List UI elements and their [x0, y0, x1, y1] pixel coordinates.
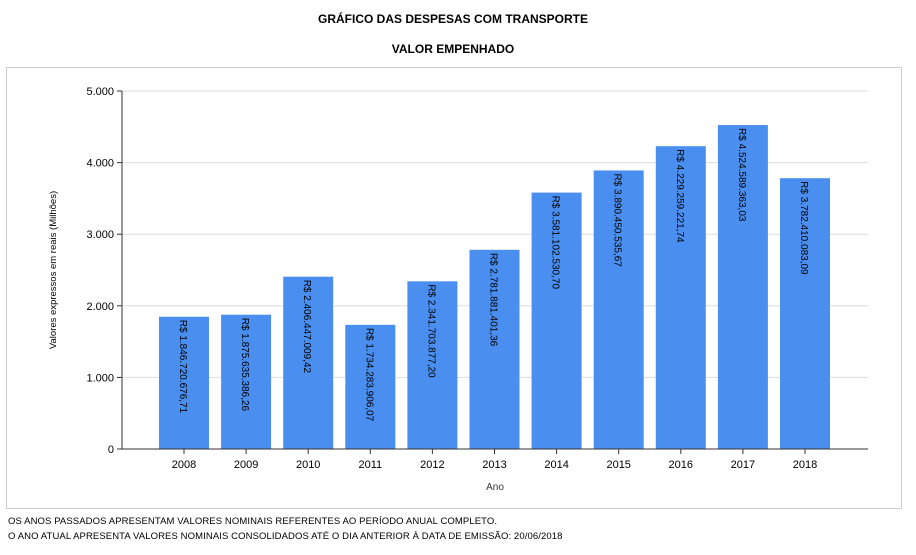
data-label: R$ 2.781.881.401,36 [488, 253, 499, 347]
y-tick-label: 4.000 [86, 158, 114, 170]
bar-2010 [283, 276, 334, 449]
data-label: R$ 4.524.589.363,03 [736, 128, 747, 222]
y-tick-label: 1.000 [86, 372, 114, 384]
data-label: R$ 1.875.635.386,26 [239, 318, 250, 412]
data-label: R$ 3.581.102.530,70 [550, 196, 561, 290]
bar-2015 [593, 170, 644, 449]
x-tick-label: 2011 [358, 459, 382, 471]
y-tick-label: 5.000 [86, 86, 114, 98]
bar-2013 [469, 249, 520, 449]
bar-2014 [531, 192, 582, 449]
chart-title: GRÁFICO DAS DESPESAS COM TRANSPORTE [317, 12, 589, 26]
x-tick-label: 2009 [234, 459, 258, 471]
footnote-period: OS ANOS PASSADOS APRESENTAM VALORES NOMI… [8, 516, 498, 527]
x-tick-label: 2017 [731, 459, 755, 471]
x-tick-label: 2013 [482, 459, 506, 471]
data-label: R$ 2.341.703.877,20 [425, 284, 436, 378]
x-tick-label: 2010 [296, 459, 320, 471]
data-label: R$ 3.782.410.083,09 [798, 181, 809, 275]
x-tick-label: 2014 [544, 459, 568, 471]
x-tick-label: 2012 [420, 459, 444, 471]
y-axis-label: Valores expressos em reais (Milhões) [48, 191, 59, 349]
bar-2018 [780, 178, 830, 449]
x-tick-label: 2018 [793, 459, 817, 471]
data-label: R$ 3.890.450.535,67 [612, 173, 623, 267]
data-label: R$ 4.229.259.221,74 [674, 149, 685, 243]
bar-2016 [655, 146, 706, 449]
bar-2009 [221, 314, 272, 449]
y-tick-label: 0 [108, 444, 114, 456]
x-tick-label: 2008 [172, 459, 196, 471]
footnote-emission-date: O ANO ATUAL APRESENTA VALORES NOMINAIS C… [8, 531, 563, 542]
data-label: R$ 1.734.283.906,07 [363, 328, 374, 422]
data-label: R$ 2.406.447.009,42 [301, 280, 312, 374]
chart-frame [6, 67, 902, 509]
y-tick-label: 2.000 [86, 301, 114, 313]
bar-2012 [407, 281, 458, 449]
data-label: R$ 1.846.720.676,71 [177, 320, 188, 414]
y-tick-label: 3.000 [86, 229, 114, 241]
x-tick-label: 2016 [669, 459, 693, 471]
bar-2017 [717, 125, 768, 449]
x-tick-label: 2015 [606, 459, 630, 471]
x-axis-label: Ano [486, 482, 504, 493]
bar-2011 [345, 324, 396, 449]
chart-subtitle: VALOR EMPENHADO [391, 42, 515, 56]
bar-2008 [159, 316, 209, 449]
